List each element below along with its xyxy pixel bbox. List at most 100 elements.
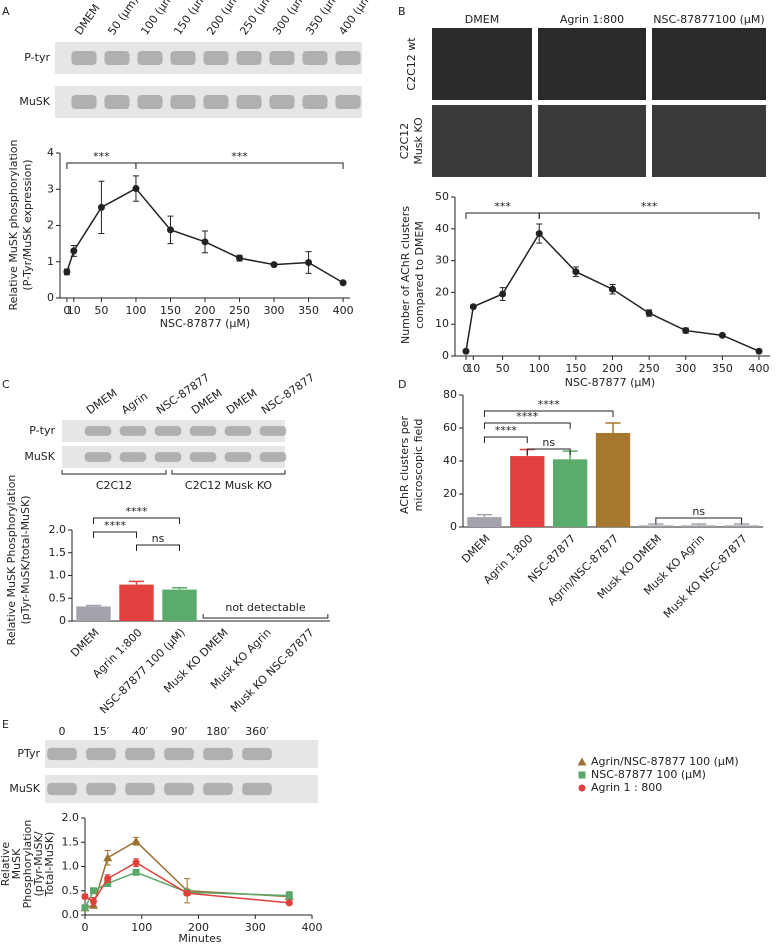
y-tick-label: 2 xyxy=(47,219,54,232)
x-tick-label: 0 xyxy=(82,921,89,934)
x-tick-label: DMEM xyxy=(68,626,102,660)
x-tick-label: 200 xyxy=(188,921,209,934)
y-tick-label: 0.5 xyxy=(49,591,67,604)
blot-band xyxy=(125,782,155,796)
blot-band xyxy=(125,747,155,761)
image-column-label: DMEM xyxy=(465,13,499,26)
y-tick-label: 60 xyxy=(443,421,457,434)
lane-label: DMEM xyxy=(84,387,120,417)
data-point xyxy=(70,247,78,255)
x-tick-label: 150 xyxy=(160,304,181,317)
x-tick-label: 100 xyxy=(125,304,146,317)
y-tick-label: 0 xyxy=(450,520,457,533)
lane-label: 180′ xyxy=(206,725,230,738)
blot-band xyxy=(335,50,361,66)
x-tick-label: NSC-87877 100 (μM) xyxy=(97,626,187,716)
y-axis-label: (pTyr-MuSK/total-MuSK) xyxy=(19,495,32,624)
blot-band xyxy=(164,782,194,796)
lane-label: 50 (μm) xyxy=(105,0,141,37)
blot-band xyxy=(203,747,233,761)
error-bar xyxy=(476,513,492,518)
legend-label: Agrin 1 : 800 xyxy=(591,781,662,794)
data-point xyxy=(285,892,293,900)
data-point xyxy=(718,331,726,339)
blot-band xyxy=(154,426,182,436)
lane-label: 150 (μm) xyxy=(171,0,211,37)
significance-label: *** xyxy=(494,200,511,213)
x-tick-label: 10 xyxy=(466,362,480,375)
x-tick-label: 300 xyxy=(245,921,266,934)
blot-band xyxy=(137,94,163,110)
x-tick-label: 50 xyxy=(94,304,108,317)
blot-row-label: MuSK xyxy=(19,95,50,108)
blot-row-label: MuSK xyxy=(9,782,40,795)
data-point xyxy=(132,868,140,876)
blot-band xyxy=(335,94,361,110)
x-tick-label: 350 xyxy=(712,362,733,375)
lane-label: 100 (μm) xyxy=(138,0,178,37)
significance-bracket xyxy=(483,410,614,417)
y-axis-label: (P-Tyr/MuSK expression) xyxy=(21,159,34,290)
note-line xyxy=(202,614,329,619)
y-axis-label: Relative xyxy=(0,842,12,887)
panel-label: A xyxy=(2,5,10,18)
y-tick-label: 20 xyxy=(443,487,457,500)
blot-band xyxy=(170,94,196,110)
significance-bracket xyxy=(483,422,571,429)
significance-label: ns xyxy=(152,532,165,545)
lane-label: NSC-87877 xyxy=(259,371,317,417)
significance-label: *** xyxy=(641,200,658,213)
data-point xyxy=(305,258,313,266)
lane-label: 0 xyxy=(59,725,66,738)
x-tick-label: 0 xyxy=(63,304,70,317)
blot-band xyxy=(302,50,328,66)
blot-band xyxy=(224,426,252,436)
lane-label: Agrin xyxy=(119,390,150,417)
x-tick-label: 350 xyxy=(298,304,319,317)
series-line xyxy=(66,187,344,284)
x-axis-label: NSC-87877 (μM) xyxy=(160,317,250,330)
x-tick-label: 300 xyxy=(675,362,696,375)
significance-bracket xyxy=(538,212,760,219)
y-tick-label: 1 xyxy=(47,255,54,268)
blot-band xyxy=(170,50,196,66)
x-tick-label: 250 xyxy=(639,362,660,375)
significance-label: **** xyxy=(495,424,518,437)
blot-band xyxy=(71,50,97,66)
data-point xyxy=(81,904,89,912)
data-point xyxy=(755,347,763,355)
error-bar xyxy=(648,523,664,526)
lane-label: 300 (μm) xyxy=(270,0,310,37)
error-bar xyxy=(734,523,750,526)
data-point xyxy=(270,261,278,269)
significance-bracket xyxy=(526,448,571,455)
lane-label: DMEM xyxy=(72,2,102,38)
x-tick-label: DMEM xyxy=(459,532,493,566)
data-point xyxy=(183,889,191,897)
x-tick-label: 250 xyxy=(229,304,250,317)
lane-label: 15′ xyxy=(93,725,110,738)
significance-bracket xyxy=(93,531,137,538)
x-tick-label: 0 xyxy=(462,362,469,375)
data-point xyxy=(81,893,89,901)
data-point xyxy=(236,254,244,262)
group-bracket xyxy=(171,470,286,475)
data-point xyxy=(132,859,140,867)
blot-band xyxy=(269,50,295,66)
data-point xyxy=(103,853,113,862)
x-tick-label: 100 xyxy=(529,362,550,375)
x-tick-label: 200 xyxy=(602,362,623,375)
y-axis-label: AChR clusters per xyxy=(398,416,411,515)
data-point xyxy=(63,268,71,276)
bar xyxy=(724,525,759,527)
blot-row-label: MuSK xyxy=(24,450,55,463)
legend-marker xyxy=(577,757,587,766)
data-point xyxy=(572,268,580,276)
significance-label: *** xyxy=(231,150,248,163)
group-label: C2C12 Musk KO xyxy=(185,479,273,492)
image-row-label: C2C12 wt xyxy=(405,37,418,91)
y-tick-label: 0.5 xyxy=(62,884,80,897)
y-tick-label: 0 xyxy=(59,614,66,627)
micrograph xyxy=(432,105,532,177)
x-tick-label: 10 xyxy=(67,304,81,317)
